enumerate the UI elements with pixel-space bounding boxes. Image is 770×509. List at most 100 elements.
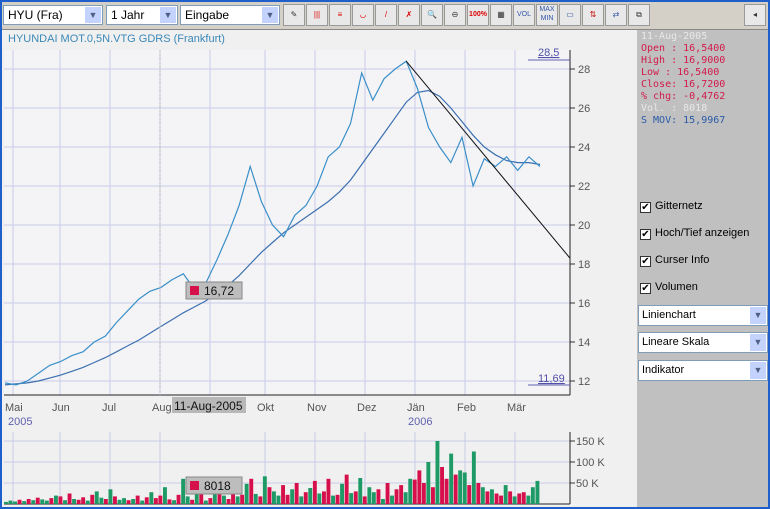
volume-bar: [467, 485, 472, 504]
pencil-icon: ✎: [290, 10, 298, 19]
chevron-down-icon: ▼: [750, 334, 766, 351]
fibonacci-arcs-button[interactable]: ◡: [352, 4, 374, 26]
year-label: 2005: [8, 416, 32, 428]
volume-bar: [458, 470, 463, 504]
cursor-price-box: [185, 281, 243, 300]
volume-bar: [149, 492, 154, 504]
hilo-checkbox[interactable]: ✔ Hoch/Tief anzeigen: [640, 227, 749, 240]
grid-checkbox[interactable]: ✔ Gitternetz: [640, 200, 703, 213]
volume-bar: [222, 495, 226, 504]
volume-bar: [381, 499, 385, 504]
zoom-in-button[interactable]: 🔍: [421, 4, 443, 26]
price-line: [4, 60, 541, 386]
fib-lines-icon: |||: [313, 10, 321, 19]
volume-bar: [376, 489, 381, 504]
cursor-vol-box: [185, 476, 243, 495]
x-tick-label: Okt: [257, 402, 274, 414]
volume-bar: [262, 476, 267, 504]
fibonacci-levels-button[interactable]: ≡: [329, 4, 351, 26]
vol-tick-label: 150 K: [576, 436, 605, 448]
refresh-icon: ⇄: [612, 10, 620, 19]
volume-bar: [340, 483, 344, 504]
volume-bar: [35, 497, 40, 504]
comment-button[interactable]: ▭: [559, 4, 581, 26]
x-tick-label: Mär: [507, 402, 526, 414]
chevron-down-icon: ▼: [750, 307, 766, 324]
volume-bar: [90, 494, 95, 504]
cursor-info-box: 11-Aug-2005 Open : 16,5400 High : 16,900…: [639, 30, 767, 130]
chart-type-select[interactable]: Linienchart ▼: [638, 305, 768, 326]
volume-bar: [399, 485, 404, 504]
fibonacci-fan-button[interactable]: /: [375, 4, 397, 26]
x-tick-label: Mai: [5, 402, 23, 414]
x-tick-label: Jun: [52, 402, 70, 414]
price-chart[interactable]: Mai Jun Jul Aug Okt Nov Dez Jän Feb Mär 2005 2006 12…: [0, 0, 637, 509]
volume-bar: [490, 489, 494, 504]
volume-bar: [512, 496, 517, 504]
fibonacci-lines-button[interactable]: |||: [306, 4, 328, 26]
indicator-select[interactable]: Indikator ▼: [638, 360, 768, 381]
popout-button[interactable]: ⧉: [628, 4, 650, 26]
volume-bar: [108, 489, 113, 504]
volume-bar: [172, 500, 176, 504]
volume-bar: [181, 478, 186, 504]
zoom-out-button[interactable]: ⊖: [444, 4, 466, 26]
volume-bar: [517, 493, 522, 504]
volume-bar: [303, 492, 308, 504]
fib-levels-icon: ≡: [337, 10, 343, 19]
input-select[interactable]: Eingabe ▼: [180, 5, 280, 25]
volume-bar: [8, 500, 13, 504]
volume-bar: [217, 486, 222, 504]
volume-bar: [453, 474, 458, 504]
volume-bar: [294, 483, 299, 504]
info-open: Open : 16,5400: [641, 43, 726, 54]
volume-bar: [253, 493, 258, 504]
volume-bar: [135, 495, 140, 504]
volume-bar: [331, 495, 335, 504]
grid-button[interactable]: ▦: [490, 4, 512, 26]
low-label: 11,69: [538, 373, 565, 385]
y-tick-label: 28: [578, 64, 590, 76]
volume-bar: [208, 498, 213, 504]
cursor-info-checkbox[interactable]: ✔ Curser Info: [640, 254, 709, 267]
chart-type-value: Linienchart: [642, 309, 696, 321]
refresh-button[interactable]: ⇄: [605, 4, 627, 26]
volume-bar: [335, 494, 340, 504]
scale-select[interactable]: Lineare Skala ▼: [638, 332, 768, 353]
volume-bar: [431, 487, 435, 504]
volume-bar: [212, 491, 217, 504]
speech-bubble-icon: ▭: [566, 10, 574, 19]
cursor-vol-label: 8018: [204, 479, 231, 493]
volume-bar: [72, 499, 76, 504]
volume-bar: [231, 489, 235, 504]
erase-button[interactable]: ✗: [398, 4, 420, 26]
volume-button[interactable]: VOL: [513, 4, 535, 26]
zoom-100-button[interactable]: 100%: [467, 4, 489, 26]
volume-bar: [494, 493, 499, 504]
volume-bar: [535, 480, 540, 504]
volume-bar: [276, 495, 281, 504]
check-icon: ✔: [640, 202, 651, 213]
chart-title: HYUNDAI MOT.0,5N.VTG GDRS (Frankfurt): [8, 33, 225, 45]
volume-checkbox[interactable]: ✔ Volumen: [640, 281, 698, 294]
volume-bar: [226, 499, 231, 504]
volume-bar: [81, 497, 86, 504]
x-tick-label: Jul: [102, 402, 116, 414]
volume-bar: [31, 500, 36, 504]
fib-arcs-icon: ◡: [359, 10, 367, 19]
volume-bar: [317, 493, 322, 504]
pencil-button[interactable]: ✎: [283, 4, 305, 26]
period-select[interactable]: 1 Jahr ▼: [106, 5, 178, 25]
volume-bar: [299, 496, 304, 504]
volume-bar: [267, 487, 272, 504]
volume-bar: [499, 495, 503, 504]
compare-button[interactable]: ⇅: [582, 4, 604, 26]
grid-icon: ▦: [497, 10, 505, 19]
volume-bar: [103, 499, 108, 504]
maxmin-button[interactable]: MAX MIN: [536, 4, 558, 26]
symbol-select[interactable]: HYU (Fra) ▼: [3, 5, 103, 25]
y-tick-label: 18: [578, 259, 590, 271]
panel-toggle-button[interactable]: ◂: [744, 4, 766, 26]
symbol-value: HYU (Fra): [8, 8, 63, 22]
volume-bar: [26, 499, 31, 504]
